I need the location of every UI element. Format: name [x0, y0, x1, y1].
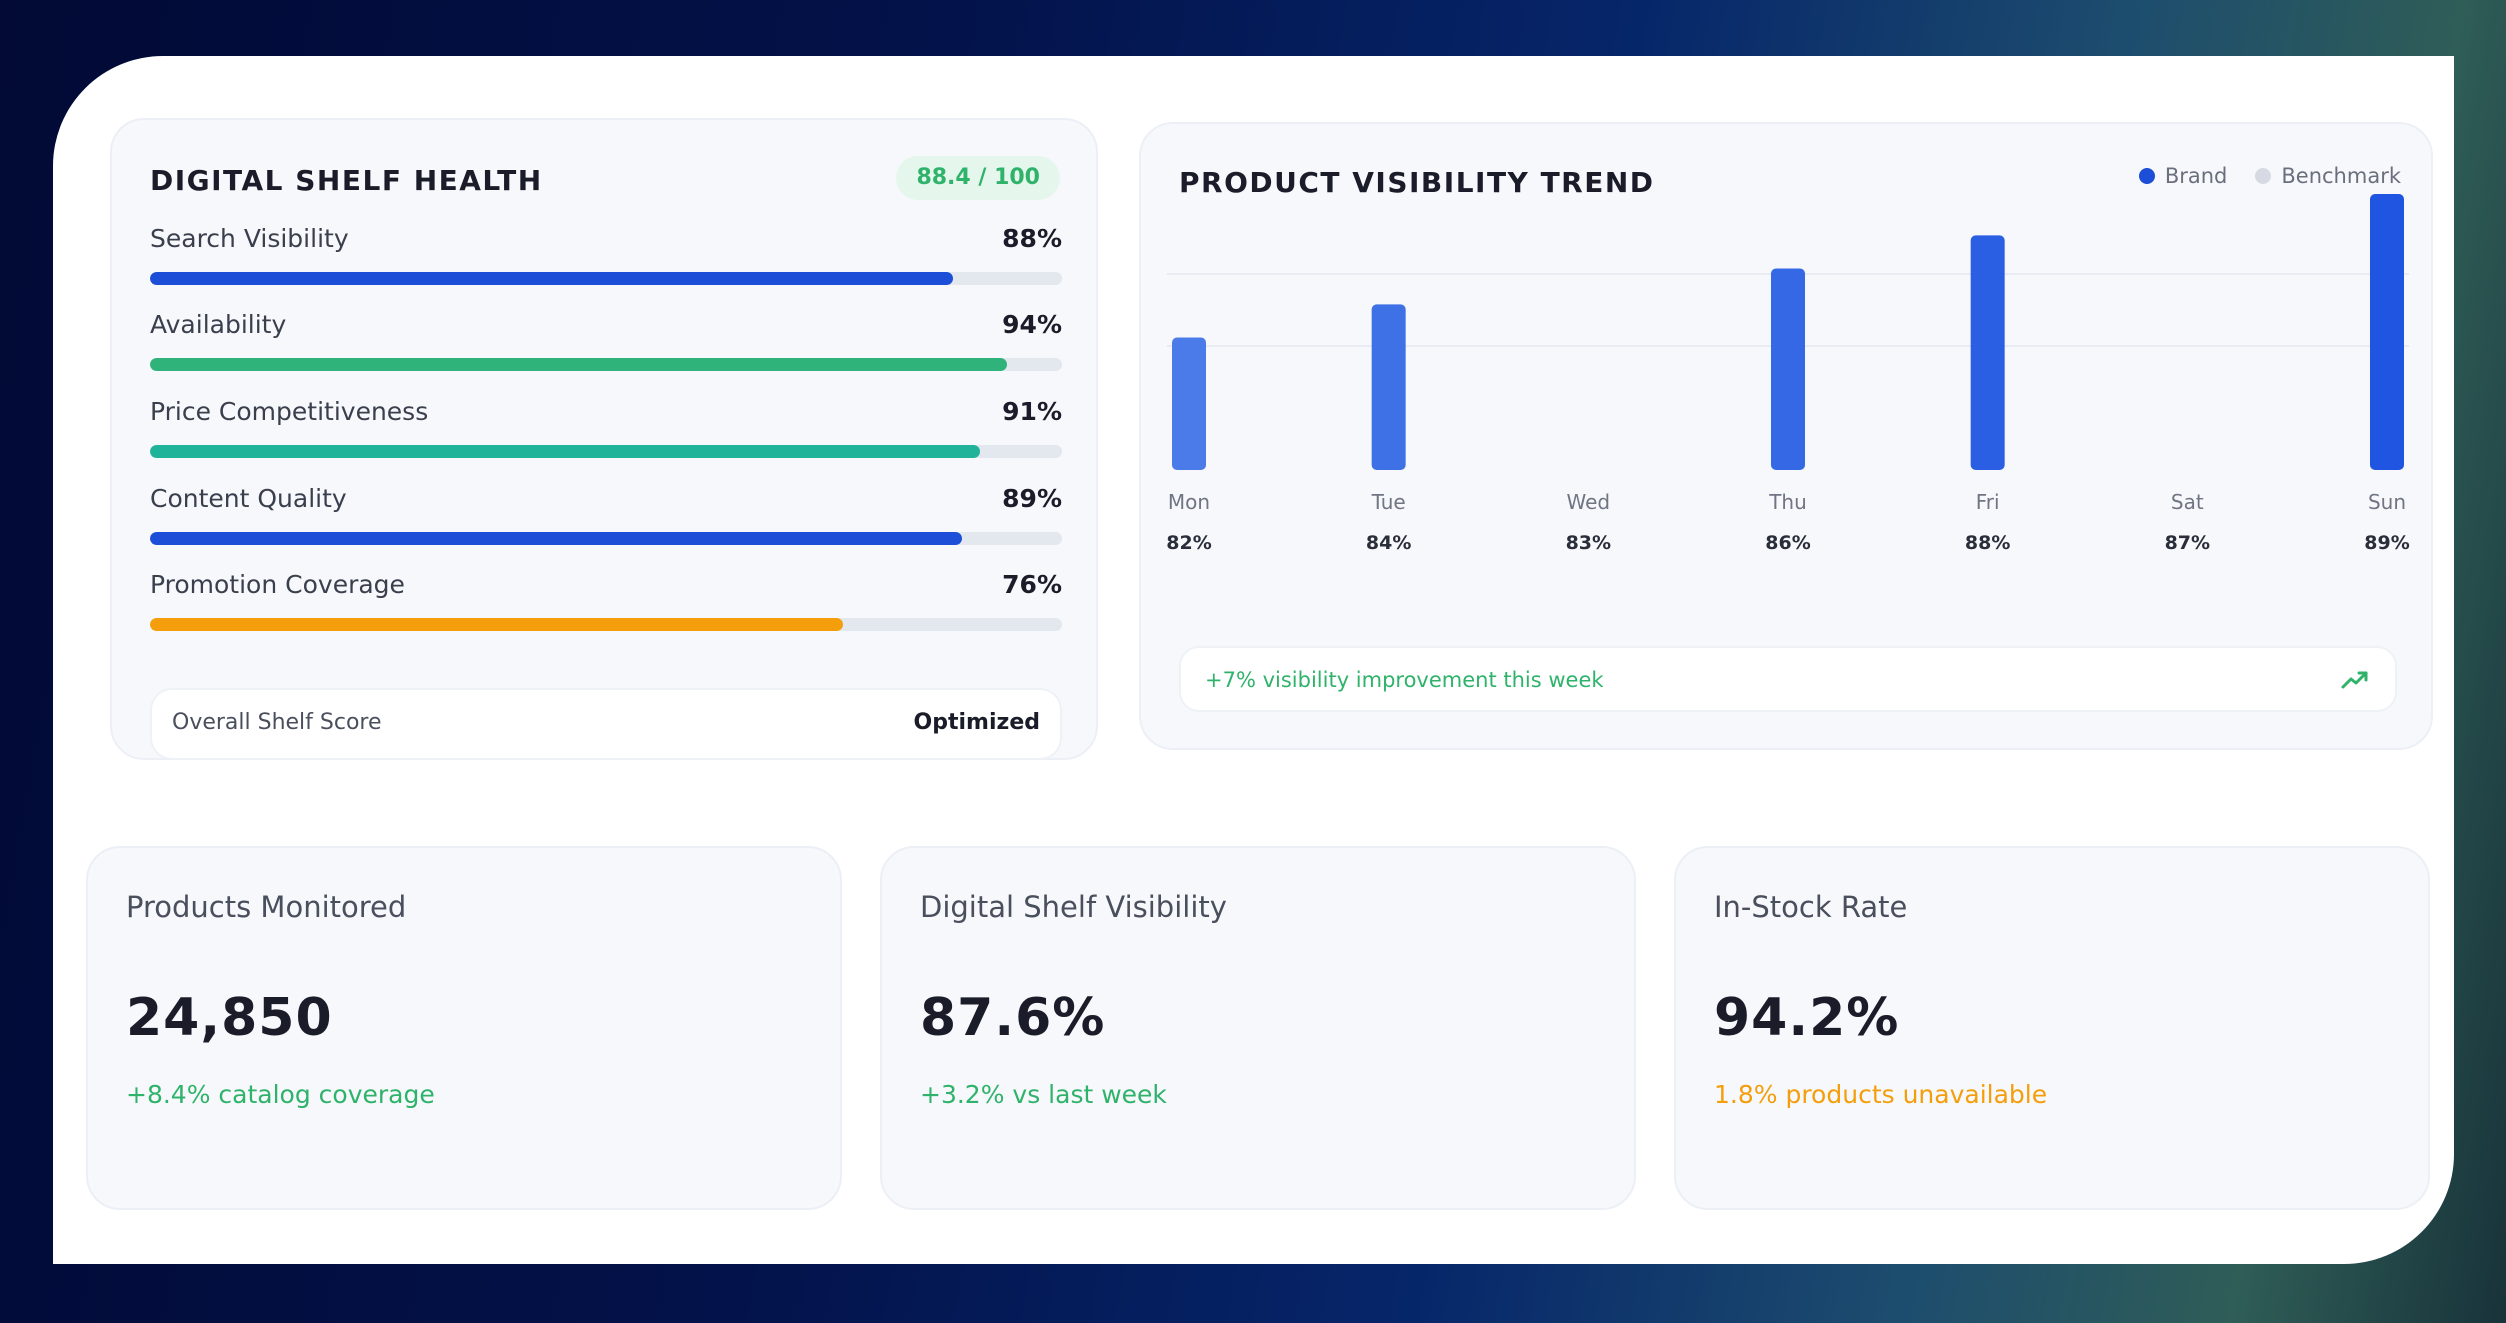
kpi-value: 87.6% [920, 988, 1106, 1048]
value-label-fri: 88% [1965, 532, 2010, 554]
bar-mon [1172, 337, 1206, 470]
metric-label: Promotion Coverage [150, 570, 405, 599]
kpi-subtext: 1.8% products unavailable [1714, 1080, 2048, 1109]
x-tick-fri: Fri [1976, 490, 2000, 514]
bar-tue [1371, 304, 1406, 470]
health-score-badge: 88.4 / 100 [896, 156, 1060, 200]
trend-note-text: +7% visibility improvement this week [1205, 668, 1604, 692]
x-tick-sat: Sat [2171, 490, 2204, 514]
kpi-in-stock-rate: In-Stock Rate 94.2% 1.8% products unavai… [1674, 846, 2430, 1210]
metric-value: 89% [1002, 484, 1062, 513]
bar-fri [1970, 235, 2005, 470]
legend-dot [2255, 168, 2272, 184]
progress-track [150, 445, 1062, 458]
x-tick-sun: Sun [2368, 490, 2406, 514]
legend-label: Benchmark [2281, 164, 2401, 188]
x-tick-tue: Tue [1371, 490, 1406, 514]
overall-shelf-score: Overall Shelf Score Optimized [150, 688, 1062, 760]
visibility-bar-chart: Mon 82% Tue 84% Wed 83% Thu 86% Fri 88% Sat 87% Sun 8… [1166, 194, 2410, 554]
visibility-trend-card: Mon 82% Tue 84% Wed 83% Thu 86% Fri 88% Sat 87% Sun 8… [1139, 122, 2433, 750]
progress-track [150, 272, 1062, 285]
metric-value: 88% [1002, 224, 1062, 253]
overall-score-value: Optimized [913, 710, 1040, 735]
overall-score-label: Overall Shelf Score [172, 710, 382, 735]
progress-track [150, 532, 1062, 545]
metric-value: 94% [1002, 310, 1062, 339]
progress-fill [150, 532, 962, 545]
metric-value: 91% [1002, 397, 1062, 426]
value-label-mon: 82% [1166, 532, 1211, 554]
kpi-label: Products Monitored [126, 890, 407, 924]
metric-label: Content Quality [150, 484, 347, 513]
kpi-digital-shelf-visibility: Digital Shelf Visibility 87.6% +3.2% vs … [880, 846, 1636, 1210]
metric-label: Availability [150, 310, 287, 339]
kpi-subtext: +8.4% catalog coverage [126, 1080, 435, 1109]
progress-fill [150, 358, 1008, 371]
progress-fill [150, 618, 844, 631]
trend-note: +7% visibility improvement this week [1179, 646, 2397, 712]
value-label-wed: 83% [1566, 532, 1611, 554]
progress-track [150, 618, 1062, 631]
x-tick-thu: Thu [1768, 490, 1807, 514]
legend-dot [2138, 168, 2155, 184]
legend-item-brand: Brand [2138, 164, 2228, 188]
value-label-sun: 89% [2364, 532, 2409, 554]
kpi-value: 24,850 [126, 988, 333, 1048]
legend-label: Brand [2164, 164, 2228, 188]
x-tick-mon: Mon [1168, 490, 1210, 514]
shelf-health-card: DIGITAL SHELF HEALTH 88.4 / 100 Search V… [110, 118, 1098, 760]
trending-up-icon [2341, 671, 2368, 689]
kpi-label: Digital Shelf Visibility [920, 890, 1227, 924]
x-tick-wed: Wed [1567, 490, 1611, 514]
value-label-tue: 84% [1366, 532, 1411, 554]
progress-track [150, 358, 1062, 371]
value-label-sat: 87% [2165, 532, 2210, 554]
kpi-label: In-Stock Rate [1714, 890, 1908, 924]
kpi-subtext: +3.2% vs last week [920, 1080, 1167, 1109]
shelf-health-title: DIGITAL SHELF HEALTH [150, 164, 543, 197]
bar-sun [2370, 194, 2404, 470]
legend-item-benchmark: Benchmark [2255, 164, 2401, 188]
metric-value: 76% [1002, 570, 1062, 599]
metric-label: Search Visibility [150, 224, 349, 253]
kpi-value: 94.2% [1714, 988, 1900, 1048]
dashboard-panel: DIGITAL SHELF HEALTH 88.4 / 100 Search V… [53, 56, 2454, 1264]
chart-legend: Brand Benchmark [2138, 164, 2401, 188]
visibility-trend-title: PRODUCT VISIBILITY TREND [1179, 166, 1655, 199]
bar-thu [1771, 268, 1805, 470]
metric-label: Price Competitiveness [150, 397, 429, 426]
progress-fill [150, 445, 980, 458]
kpi-products-monitored: Products Monitored 24,850 +8.4% catalog … [86, 846, 842, 1210]
value-label-thu: 86% [1765, 532, 1810, 554]
progress-fill [150, 272, 953, 285]
